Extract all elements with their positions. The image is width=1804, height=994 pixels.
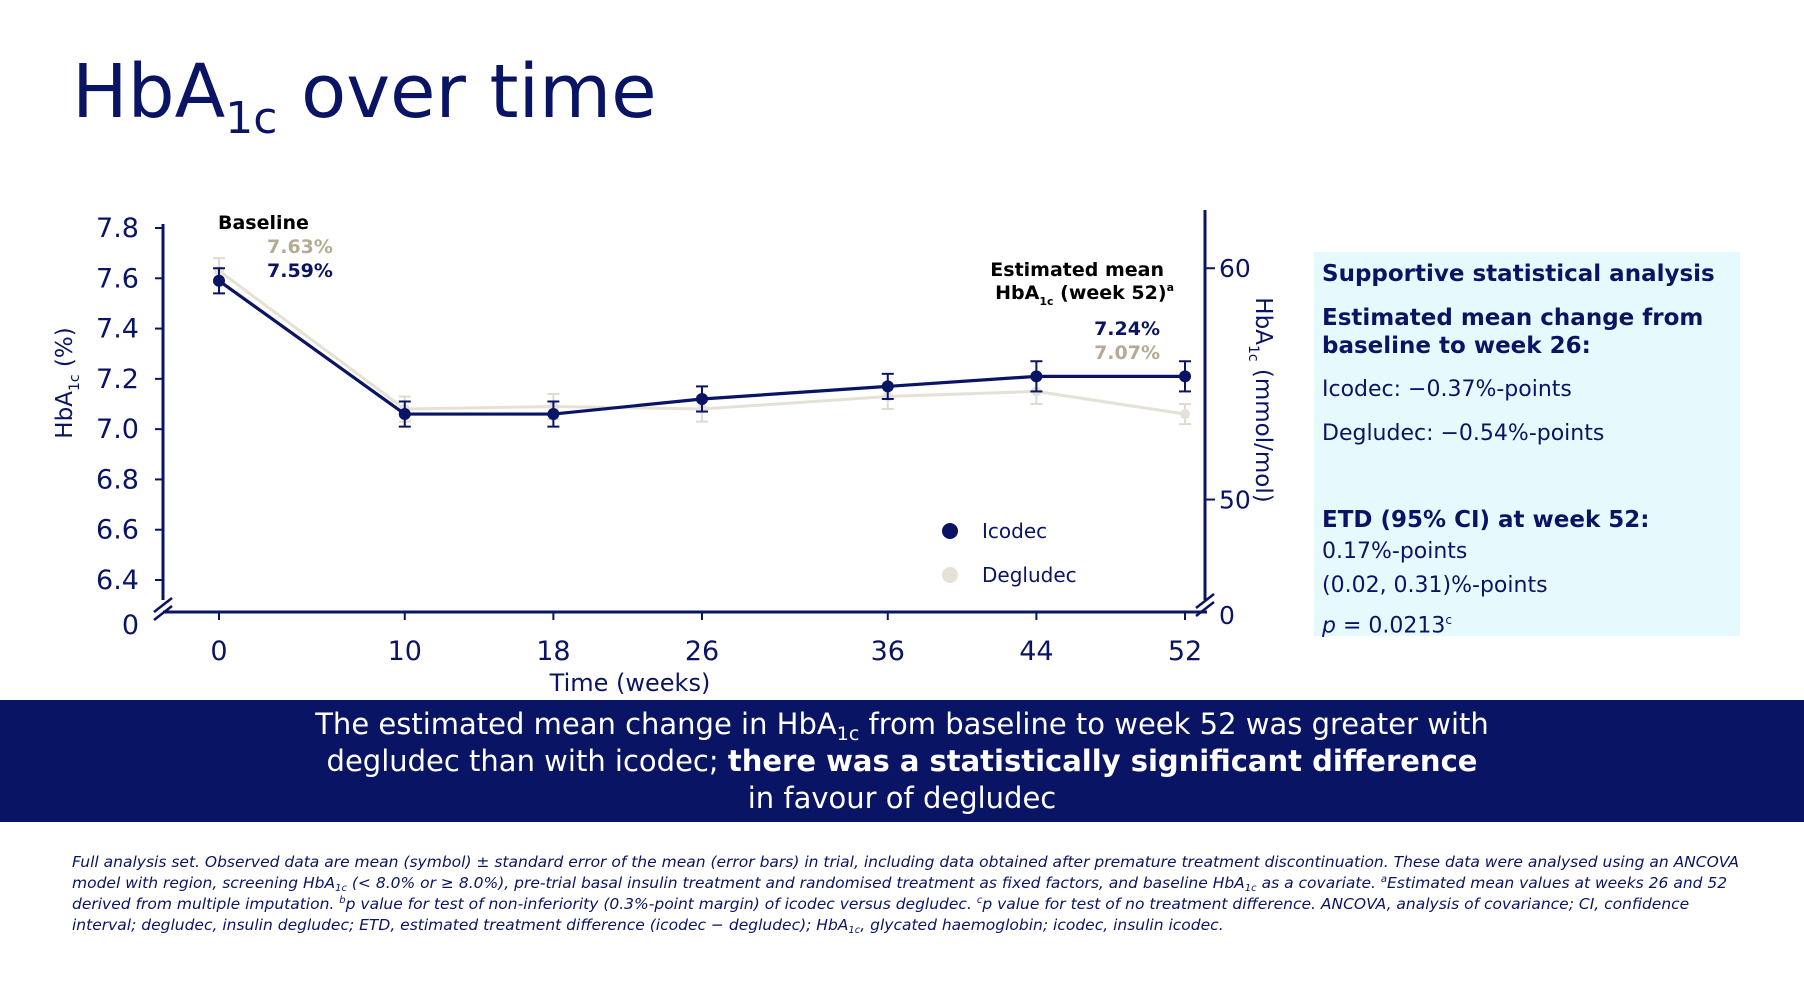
icodec-point [1030, 370, 1043, 383]
icodec-point [1179, 370, 1191, 383]
icodec-point [213, 274, 225, 287]
right-tick-label: 50 [1219, 486, 1251, 515]
statistical-analysis-panel: Supportive statistical analysis Estimate… [1314, 252, 1740, 638]
right-axis-title-part: HbA [1250, 297, 1276, 345]
icodec-point [881, 380, 894, 393]
week52-icodec-value: 7.24% [1094, 318, 1160, 340]
slide-title: HbA1c over time [72, 48, 657, 141]
banner-line2-a: degludec than with icodec; [326, 744, 728, 778]
right-axis-title-part: (mmol/mol) [1250, 362, 1276, 503]
x-tick-label: 18 [536, 636, 570, 667]
footnote-sub2: 1c [1244, 883, 1257, 894]
p-value: = 0.0213 [1335, 613, 1446, 639]
title-subscript: 1c [225, 93, 278, 144]
footnote-sup-c: c [976, 894, 983, 906]
banner-line1-b: from baseline to week 52 was greater wit… [859, 707, 1489, 741]
banner-line1: The estimated mean change in HbA1c from … [0, 706, 1804, 745]
y-tick-label: 6.8 [96, 464, 139, 495]
footnote-part2: (< 8.0% or ≥ 8.0%), pre-trial basal insu… [346, 874, 1245, 892]
title-rest: over time [277, 49, 657, 135]
icodec-point [398, 408, 411, 421]
y-tick-label: 6.4 [96, 565, 139, 596]
week52-degludec-value: 7.07% [1094, 342, 1160, 364]
baseline-label: Baseline [218, 212, 309, 234]
etd-heading: ETD (95% CI) at week 52: [1322, 507, 1650, 533]
y-axis-title-part: (%) [52, 327, 78, 374]
stats-heading: Supportive statistical analysis [1322, 261, 1715, 287]
x-tick-label: 10 [388, 636, 422, 667]
footnote-sub3: 1c [848, 925, 861, 936]
change-heading-line2: baseline to week 26: [1322, 333, 1591, 359]
banner-line1-sub: 1c [836, 723, 860, 745]
legend-icodec-label: Icodec [982, 519, 1047, 543]
x-tick-label: 26 [685, 636, 719, 667]
y-axis-title-part: HbA [52, 391, 78, 439]
y-tick-label: 7.8 [96, 213, 139, 244]
right-axis-break-mark [1195, 593, 1215, 609]
week52-label-line1: Estimated mean [990, 259, 1164, 281]
p-value-line: p = 0.0213c [1322, 606, 1732, 640]
week52-label-line2-part: HbA [995, 282, 1040, 304]
x-tick-label: 44 [1019, 636, 1053, 667]
y-axis-break-label: 0 [122, 610, 139, 641]
y-tick-label: 7.0 [96, 414, 139, 445]
footnote-part1: Full analysis set. Observed data are mea… [72, 853, 1739, 892]
conclusion-banner: The estimated mean change in HbA1c from … [0, 700, 1804, 822]
icodec-point [696, 392, 708, 405]
y-axis-title-part: 1c [67, 374, 83, 391]
p-label: p [1322, 613, 1336, 639]
y-tick-label: 6.6 [96, 515, 139, 546]
footnote-part4: Estimated mean values at weeks 26 and 52… [72, 874, 1728, 913]
y-axis-title-group: HbA1c (%) [52, 327, 83, 438]
right-axis-title: HbA1c (mmol/mol) [1245, 297, 1276, 502]
banner-line2: degludec than with icodec; there was a s… [0, 743, 1804, 780]
baseline-degludec-value: 7.63% [267, 236, 333, 258]
footnote-part7: , glycated haemoglobin; icodec, insulin … [860, 916, 1224, 934]
y-tick-label: 7.6 [96, 263, 139, 294]
footnote-part5: p value for test of non-inferiority (0.3… [345, 895, 977, 913]
y-axis-title: HbA1c (%) [52, 327, 83, 438]
footnote-part6: p value for test of no treatment differe… [72, 895, 1690, 934]
degludec-point [1180, 409, 1190, 420]
footnote: Full analysis set. Observed data are mea… [72, 852, 1752, 936]
footnote-part3: as a covariate. [1256, 874, 1381, 892]
week52-label-line2-part: 1c [1039, 295, 1053, 308]
right-axis-break-mark [1195, 601, 1215, 617]
icodec-point [547, 408, 560, 421]
change-heading-line1: Estimated mean change from [1322, 305, 1704, 331]
right-axis-break-label: 0 [1219, 601, 1235, 630]
y-tick-label: 7.2 [96, 364, 139, 395]
y-axis-break-mark [153, 597, 173, 613]
footnote-sup-b: b [339, 894, 346, 906]
right-axis-title-group: HbA1c (mmol/mol) [1245, 297, 1276, 502]
icodec-change: Icodec: −0.37%-points [1322, 377, 1572, 402]
x-tick-label: 0 [210, 636, 227, 667]
banner-line2-bold: there was a statistically significant di… [727, 744, 1478, 778]
x-tick-label: 52 [1168, 636, 1202, 667]
week52-label-line2: HbA1c (week 52)a [995, 281, 1174, 308]
etd-value: 0.17%-points [1322, 539, 1468, 564]
hba1c-line-chart: 7.8 7.6 7.4 7.2 7.0 6.8 6.6 6.4 0 0 10 18 26 36 44 52 Ti… [52, 210, 1276, 697]
week52-label-line2-part: (week 52) [1054, 282, 1167, 304]
banner-line1-a: The estimated mean change in HbA [315, 707, 837, 741]
p-footnote-mark: c [1445, 613, 1452, 627]
banner-line3: in favour of degludec [747, 781, 1057, 815]
baseline-icodec-value: 7.59% [267, 260, 333, 282]
x-axis-title: Time (weeks) [549, 669, 711, 697]
footnote-sup-a: a [1380, 873, 1387, 885]
degludec-change: Degludec: −0.54%-points [1322, 421, 1605, 446]
y-tick-label: 7.4 [96, 314, 139, 345]
legend-degludec-marker [942, 567, 958, 583]
etd-ci: (0.02, 0.31)%-points [1322, 573, 1548, 598]
title-main: HbA [72, 49, 226, 135]
week52-label-line2-part: a [1167, 281, 1174, 294]
x-tick-label: 36 [871, 636, 905, 667]
legend-degludec-label: Degludec [982, 563, 1077, 587]
right-tick-label: 60 [1219, 254, 1251, 283]
legend-icodec-marker [942, 523, 958, 539]
footnote-sub1: 1c [335, 883, 347, 894]
right-axis-title-part: 1c [1245, 345, 1261, 362]
